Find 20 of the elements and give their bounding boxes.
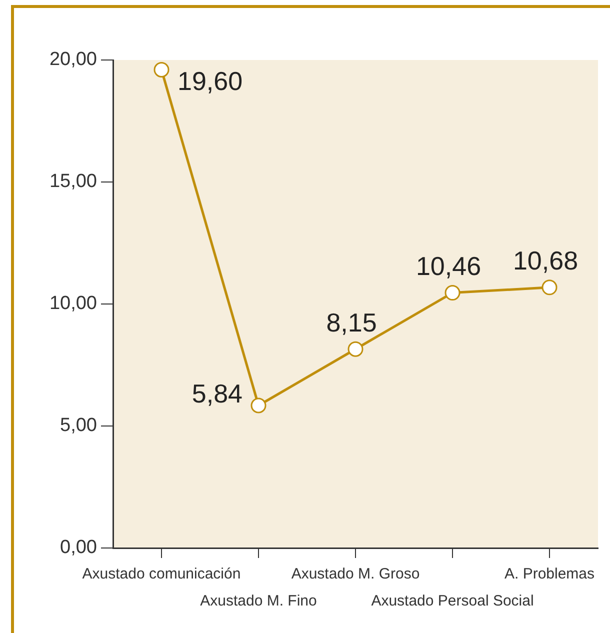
x-tick-label: Axustado M. Groso — [291, 566, 420, 583]
point — [542, 280, 558, 296]
y-tick-label: 5,00 — [60, 415, 97, 436]
data-label: 19,60 — [178, 66, 243, 96]
x-tick-label: Axustado comunicación — [82, 566, 241, 583]
point — [154, 62, 170, 78]
y-tick-label: 0,00 — [60, 537, 97, 558]
point — [250, 398, 266, 414]
x-tick-label: Axustado M. Fino — [200, 592, 317, 610]
x-tick-label: A. Problemas — [504, 566, 595, 583]
point — [444, 285, 460, 301]
data-label: 10,46 — [416, 250, 482, 281]
y-tick-label: 15,00 — [49, 171, 97, 192]
data-label: 5,84 — [192, 378, 242, 409]
point — [348, 341, 364, 357]
data-label: 8,15 — [326, 307, 377, 338]
y-tick-label: 20,00 — [49, 49, 97, 70]
x-tick-label: Axustado Persoal Social — [371, 592, 534, 610]
y-tick-label: 10,00 — [49, 293, 97, 314]
data-label: 10,68 — [512, 246, 578, 276]
